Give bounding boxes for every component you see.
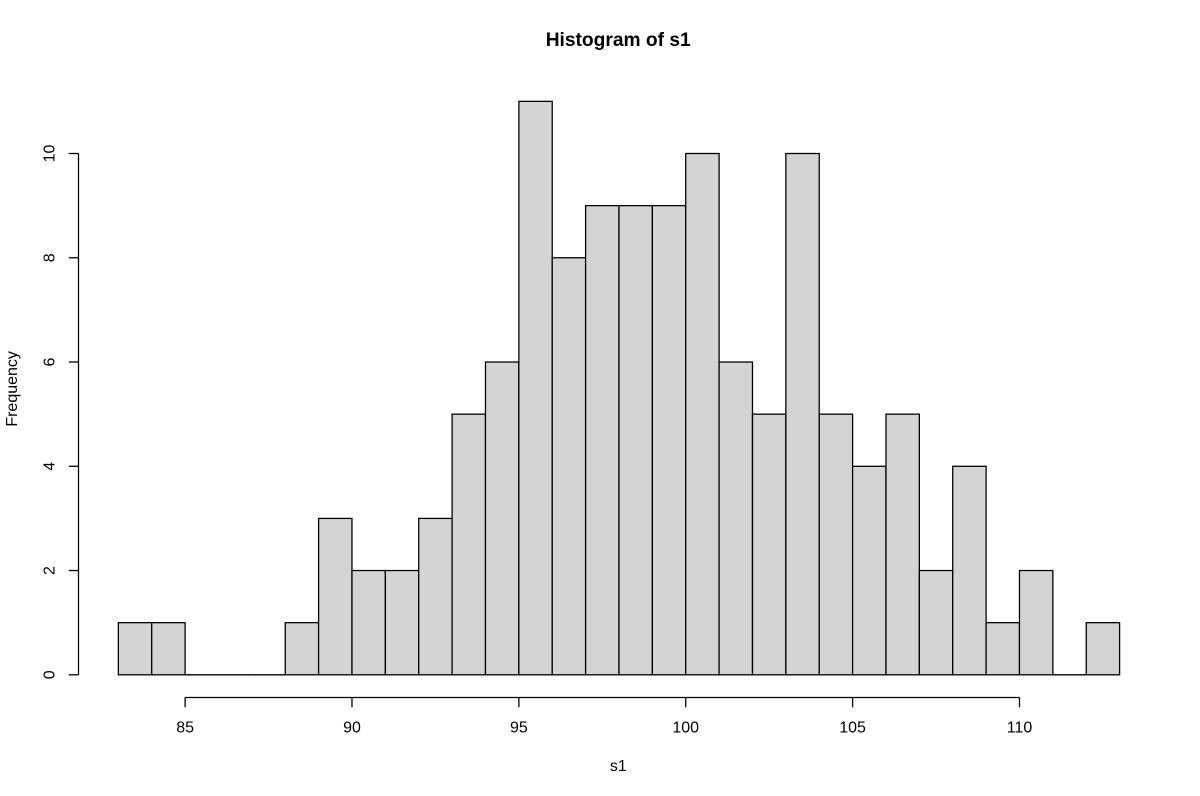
svg-text:Histogram of s1: Histogram of s1 — [546, 30, 691, 51]
svg-text:s1: s1 — [610, 758, 627, 775]
svg-text:4: 4 — [42, 462, 59, 471]
svg-text:95: 95 — [510, 720, 528, 737]
svg-text:2: 2 — [42, 566, 59, 575]
svg-text:85: 85 — [176, 720, 194, 737]
svg-text:10: 10 — [42, 145, 59, 163]
svg-text:105: 105 — [839, 720, 866, 737]
svg-text:6: 6 — [42, 357, 59, 366]
svg-text:0: 0 — [42, 670, 59, 679]
svg-text:100: 100 — [672, 720, 699, 737]
svg-text:8: 8 — [42, 253, 59, 262]
svg-text:Frequency: Frequency — [4, 351, 21, 427]
svg-text:110: 110 — [1007, 720, 1033, 737]
svg-text:90: 90 — [343, 720, 361, 737]
